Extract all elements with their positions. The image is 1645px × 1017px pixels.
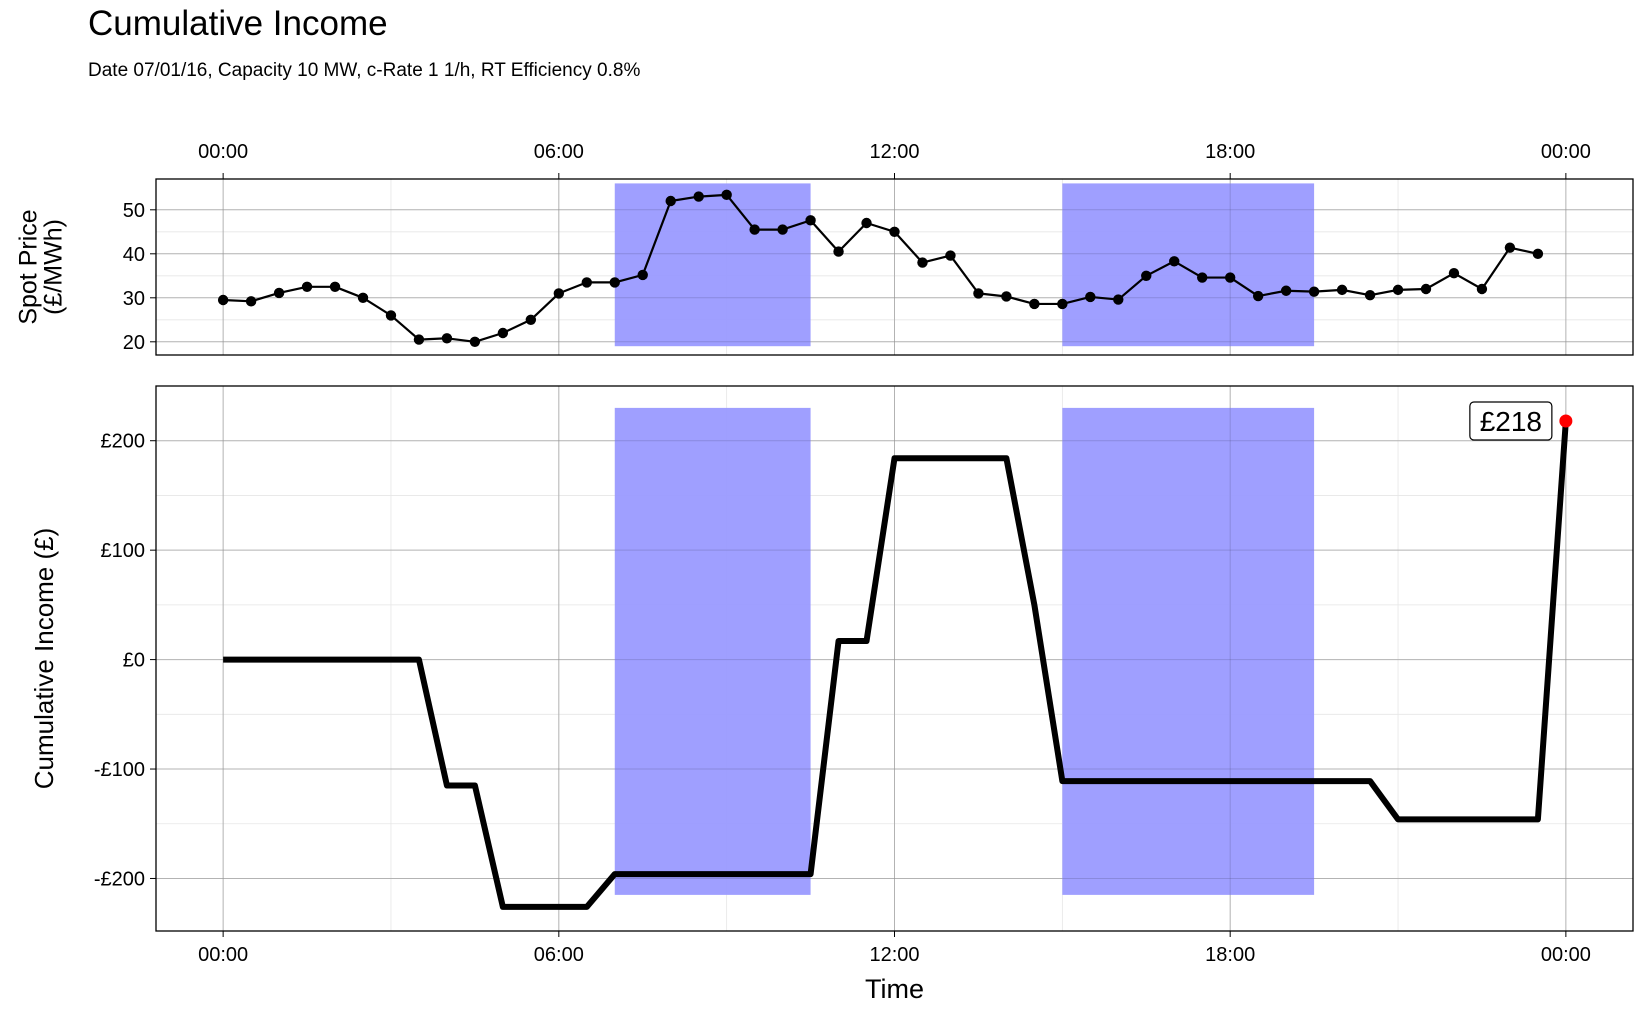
highlight-band (1062, 407, 1315, 895)
data-point (833, 246, 844, 257)
y-axis-label-line: Spot Price (14, 209, 42, 324)
data-point (693, 191, 704, 202)
data-point (1336, 284, 1348, 296)
data-point (1085, 291, 1096, 303)
y-tick-label: -£200 (94, 868, 145, 890)
data-point (945, 250, 956, 261)
highlight-band (614, 407, 811, 895)
data-point (1448, 267, 1460, 279)
data-point (497, 327, 509, 339)
data-point (973, 288, 984, 299)
data-point (1532, 248, 1544, 259)
endpoint-label-box (1469, 401, 1553, 441)
data-point (441, 333, 453, 344)
data-point (581, 277, 592, 288)
data-point (1141, 270, 1152, 281)
data-point (1001, 291, 1012, 302)
data-point (889, 226, 900, 237)
data-point (245, 296, 257, 307)
data-point (805, 215, 816, 226)
data-point (1364, 289, 1376, 301)
x-tick-label: 00:00 (1541, 141, 1591, 163)
data-point (273, 287, 285, 299)
data-point (1392, 284, 1404, 296)
data-point (525, 314, 537, 325)
x-tick-label: 12:00 (869, 944, 919, 966)
y-tick-label: 40 (123, 244, 145, 266)
data-point (1252, 290, 1264, 302)
highlight-band (1062, 183, 1315, 347)
data-point (749, 224, 760, 235)
y-tick-label: 20 (123, 332, 145, 354)
data-point (777, 224, 788, 235)
data-point (329, 281, 341, 292)
x-tick-label: 06:00 (534, 944, 584, 966)
y-axis-label-line: (£/MWh) (39, 219, 67, 315)
y-tick-label: £200 (101, 431, 146, 453)
y-tick-label: £0 (123, 650, 145, 672)
data-point (609, 277, 620, 288)
data-point (1476, 283, 1488, 295)
y-axis-label: Cumulative Income (£) (29, 528, 59, 790)
data-point (1029, 298, 1040, 310)
data-point (721, 189, 732, 201)
chart-subtitle: Date 07/01/16, Capacity 10 MW, c-Rate 1 … (88, 60, 640, 81)
data-point (469, 336, 481, 347)
data-point (1113, 294, 1124, 305)
data-point (1224, 272, 1236, 283)
data-point (1280, 285, 1292, 296)
cumulative-income-panel: £218 00:00 06:00 12:00 18:00 00:00 -£200 -£100 £… (29, 385, 1634, 1004)
endpoint-marker (1559, 414, 1573, 428)
data-point (1504, 242, 1516, 253)
data-point (637, 269, 648, 281)
chart-title: Cumulative Income (88, 4, 388, 43)
x-tick-label: 00:00 (198, 141, 248, 163)
x-tick-label: 00:00 (198, 944, 248, 966)
data-point (357, 292, 369, 303)
y-tick-label: 30 (123, 288, 145, 310)
data-point (1420, 283, 1432, 295)
data-point (1197, 272, 1208, 283)
series-line (223, 420, 1569, 910)
data-point (385, 310, 397, 321)
data-point (1308, 286, 1320, 297)
endpoint-label: £218 (1480, 406, 1542, 437)
y-tick-label: 50 (123, 200, 145, 222)
x-tick-label: 00:00 (1541, 944, 1591, 966)
data-point (301, 281, 313, 292)
data-point (917, 257, 928, 268)
data-point (553, 288, 565, 299)
x-tick-label: 18:00 (1205, 141, 1255, 163)
spot-price-panel: 00:00 06:00 12:00 18:00 00:00 20 30 40 50 Spot Pr… (14, 141, 1634, 356)
y-axis-label: Spot Price(£/MWh) (14, 209, 67, 324)
x-tick-label: 06:00 (534, 141, 584, 163)
x-tick-label: 18:00 (1205, 944, 1255, 966)
y-tick-label: £100 (101, 540, 146, 562)
data-point (413, 334, 425, 345)
data-point (1057, 298, 1068, 310)
x-tick-label: 12:00 (869, 141, 919, 163)
data-point (217, 294, 229, 306)
x-axis-label: Time (865, 974, 924, 1004)
data-point (861, 217, 872, 229)
data-point (1169, 256, 1180, 267)
highlight-band (614, 183, 811, 347)
y-tick-label: -£100 (94, 759, 145, 781)
data-point (665, 195, 676, 207)
y-axis-label-line: Cumulative Income (£) (29, 528, 59, 790)
